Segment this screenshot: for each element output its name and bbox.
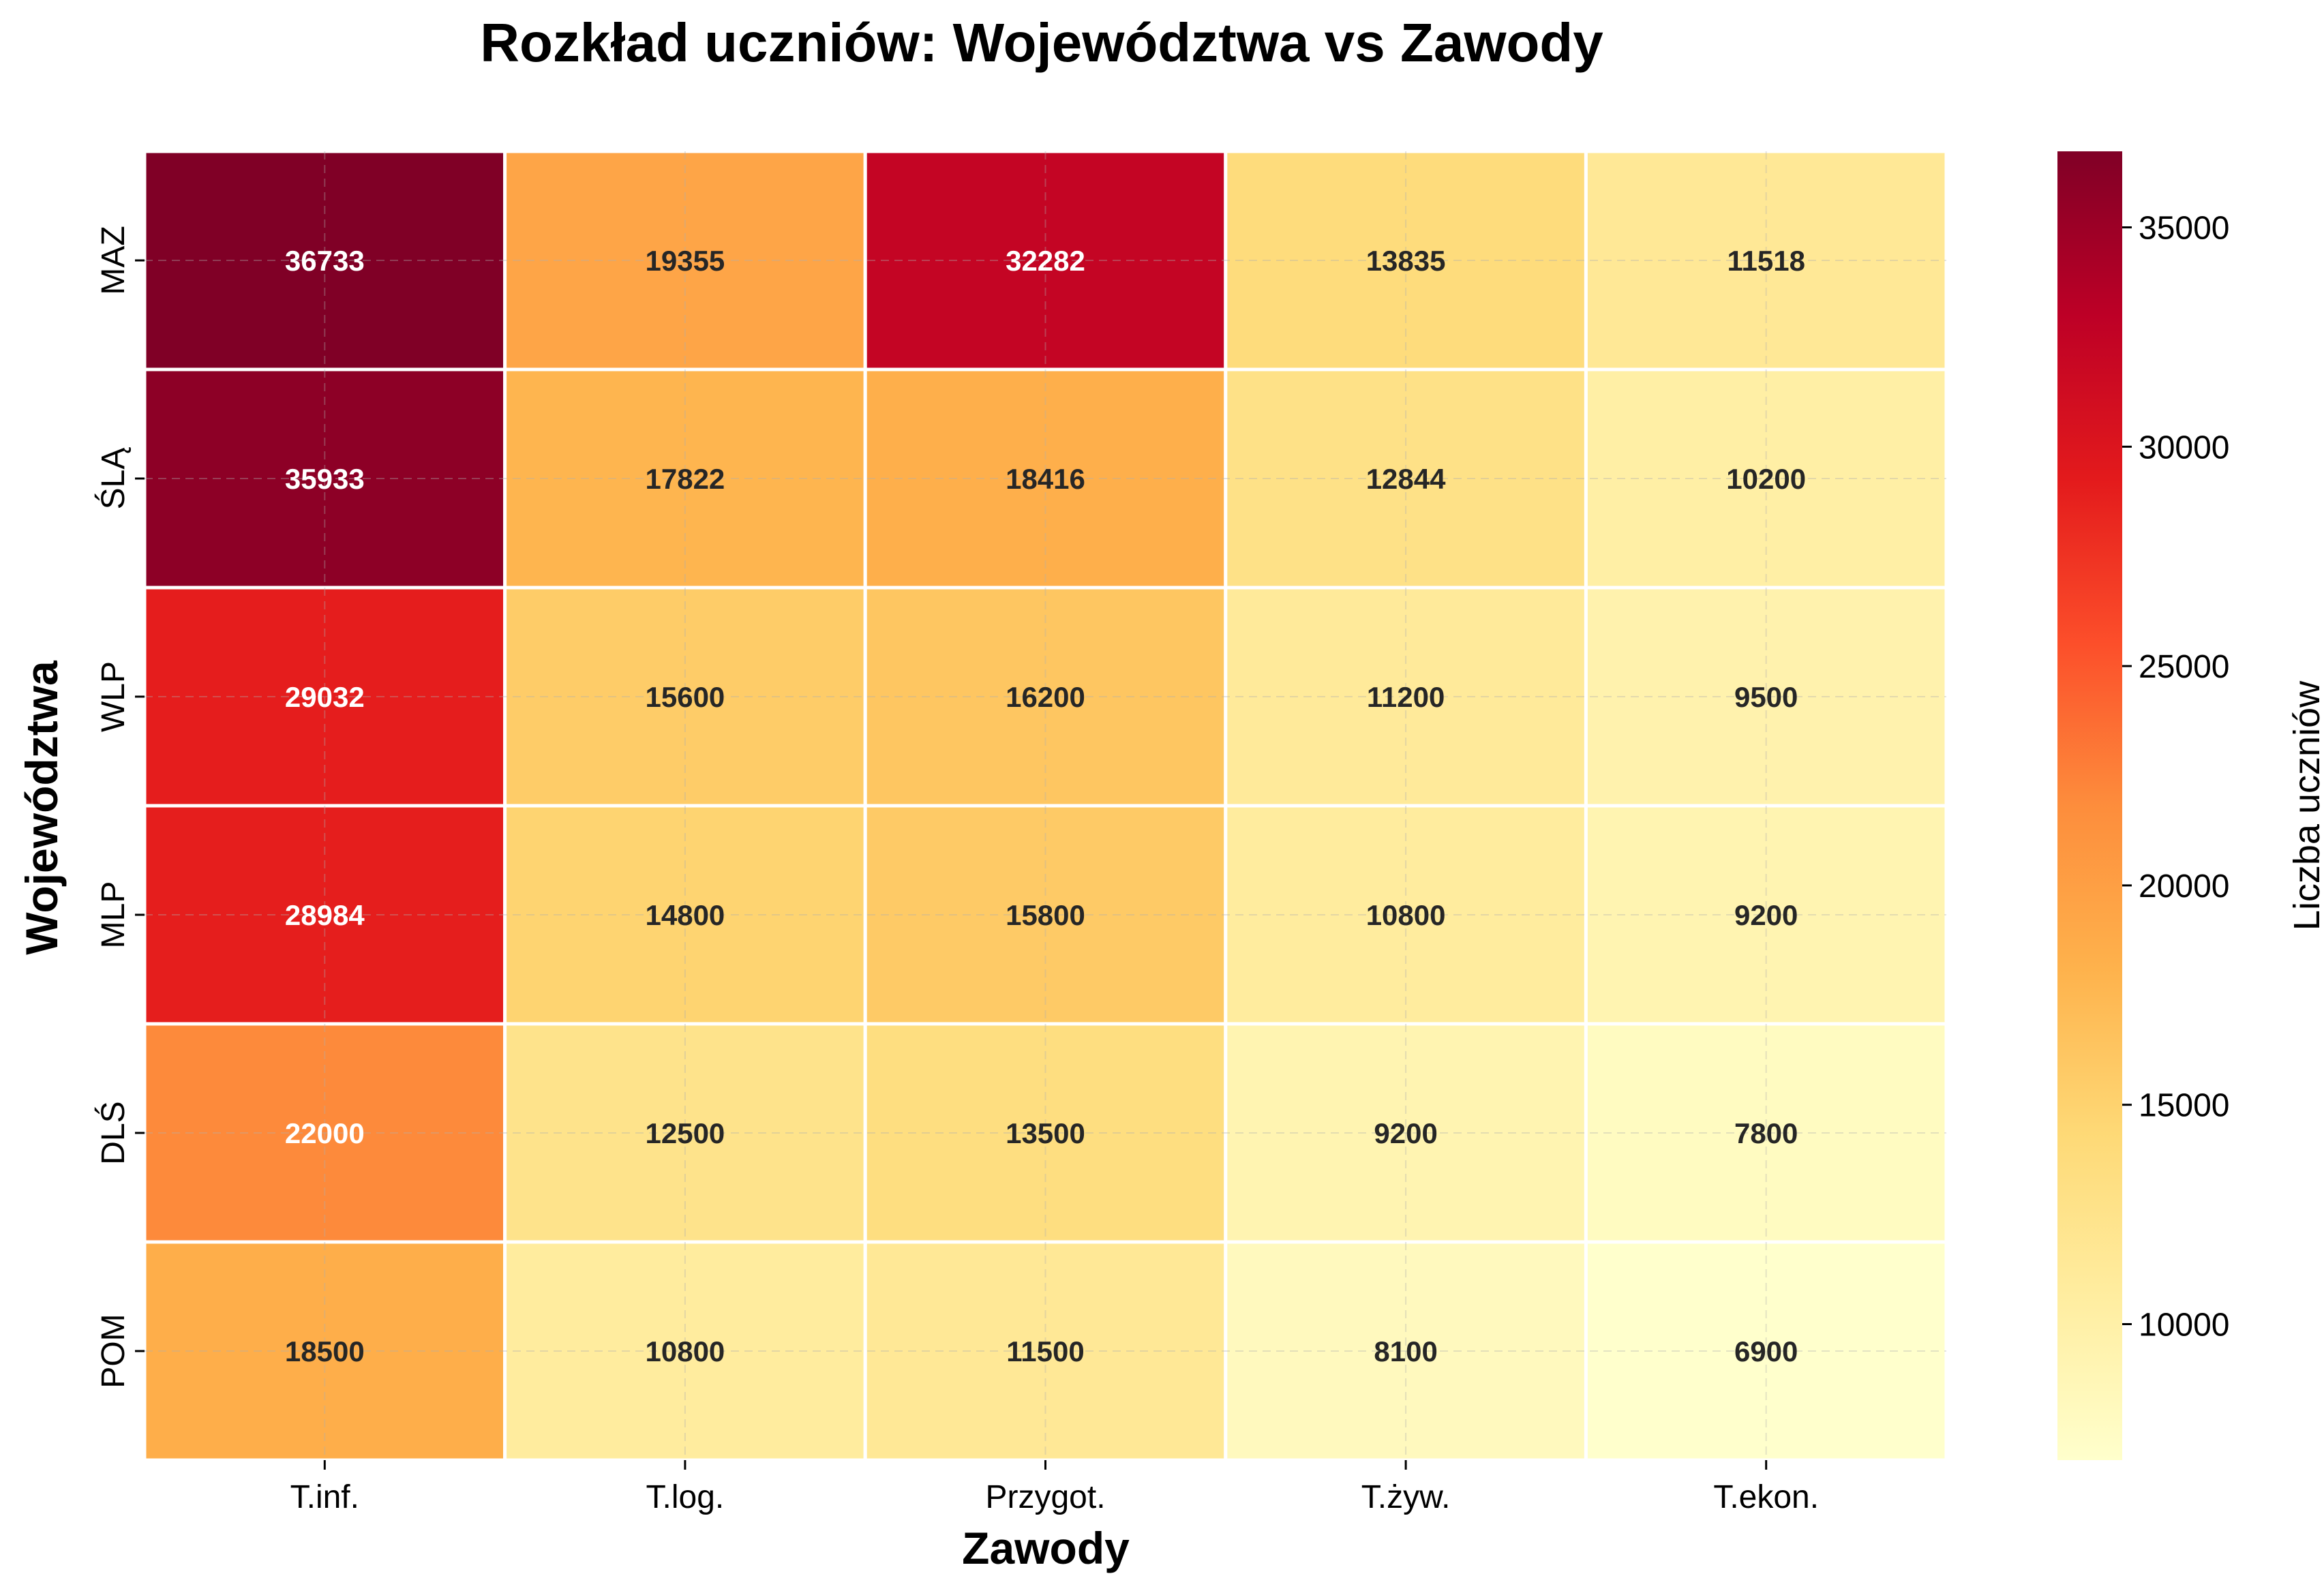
chart-title: Rozkład uczniów: Województwa vs Zawody — [480, 12, 1603, 73]
cell-value-label: 32282 — [1006, 245, 1085, 277]
colorbar-ticks: 10000 15000 20000 25000 30000 35000 — [2122, 211, 2229, 1343]
heatmap-cell — [142, 367, 507, 590]
y-tick-label: MAZ — [95, 226, 132, 294]
colorbar-tick-label: 30000 — [2139, 429, 2229, 466]
cell-value-label: 11518 — [1727, 245, 1805, 277]
cell-value-label: 19355 — [646, 245, 725, 277]
cell-value-label: 28984 — [285, 899, 365, 931]
heatmap-cell — [142, 149, 507, 372]
y-axis-label: Województwa — [16, 660, 67, 955]
cell-value-label: 8100 — [1374, 1335, 1437, 1367]
heatmap-cell — [503, 586, 867, 808]
heatmap-cell — [863, 149, 1228, 372]
colorbar-gradient — [2057, 151, 2122, 1460]
cell-value-label: 9200 — [1374, 1117, 1437, 1149]
colorbar: 10000 15000 20000 25000 30000 35000 Liczba uc… — [2057, 151, 2324, 1460]
cell-value-label: 18500 — [285, 1335, 365, 1367]
cell-value-label: 9200 — [1734, 899, 1798, 931]
cell-value-label: 15800 — [1006, 899, 1085, 931]
cell-value-label: 22000 — [285, 1117, 365, 1149]
x-tick-label: T.ekon. — [1713, 1479, 1819, 1515]
cell-value-label: 18416 — [1006, 463, 1085, 495]
heatmap-cell — [1584, 367, 1948, 590]
cell-value-label: 29032 — [285, 681, 365, 713]
x-axis: T.inf. T.log. Przygot. T.żyw. T.ekon. — [290, 1460, 1819, 1515]
cell-annotations: 36733 19355 32282 13835 11518 35933 17822 18416… — [285, 245, 1806, 1367]
x-tick-label: T.inf. — [290, 1479, 359, 1515]
heatmap-cell — [863, 804, 1228, 1026]
cell-value-label: 7800 — [1734, 1117, 1798, 1149]
cell-value-label: 11200 — [1367, 681, 1445, 713]
x-tick-label: T.log. — [646, 1479, 725, 1515]
cell-value-label: 10800 — [646, 1335, 725, 1367]
cell-value-label: 9500 — [1734, 681, 1798, 713]
heatmap-cell — [863, 1022, 1228, 1244]
cell-value-label: 36733 — [285, 245, 365, 277]
heatmap-cell — [1584, 804, 1948, 1026]
x-tick-label: Przygot. — [985, 1479, 1105, 1515]
gridlines — [145, 151, 1946, 1460]
heatmap-cell — [1224, 1240, 1588, 1462]
cell-value-label: 13835 — [1366, 245, 1446, 277]
cell-value-label: 10800 — [1366, 899, 1446, 931]
colorbar-tick-label: 10000 — [2139, 1307, 2229, 1343]
heatmap-cell — [503, 149, 867, 372]
heatmap-cell — [1584, 1240, 1948, 1462]
colorbar-label: Liczba uczniów — [2287, 680, 2324, 930]
cell-value-label: 12844 — [1366, 463, 1446, 495]
heatmap-cell — [863, 1240, 1228, 1462]
heatmap-cell — [503, 1022, 867, 1244]
heatmap-cells — [142, 149, 1948, 1462]
heatmap-cell — [503, 1240, 867, 1462]
cell-value-label: 35933 — [285, 463, 365, 495]
heatmap-cell — [142, 1022, 507, 1244]
heatmap-cell — [503, 804, 867, 1026]
cell-value-label: 15600 — [646, 681, 725, 713]
y-tick-label: MLP — [95, 881, 132, 949]
heatmap-cell — [863, 367, 1228, 590]
heatmap-cell — [1224, 149, 1588, 372]
heatmap-cell — [1584, 586, 1948, 808]
cell-value-label: 17822 — [646, 463, 725, 495]
x-axis-label: Zawody — [962, 1523, 1130, 1573]
heatmap-cell — [863, 586, 1228, 808]
y-tick-label: ŚLĄ — [94, 447, 132, 510]
cell-value-label: 6900 — [1734, 1335, 1798, 1367]
colorbar-tick-label: 15000 — [2139, 1088, 2229, 1124]
cell-value-label: 12500 — [646, 1117, 725, 1149]
heatmap-cell — [1584, 149, 1948, 372]
y-tick-label: DLŚ — [94, 1101, 132, 1164]
colorbar-tick-label: 35000 — [2139, 211, 2229, 247]
heatmap-cell — [1224, 586, 1588, 808]
cell-value-label: 11500 — [1006, 1335, 1084, 1367]
colorbar-tick-label: 25000 — [2139, 649, 2229, 685]
cell-value-label: 13500 — [1006, 1117, 1085, 1149]
heatmap-cell — [1584, 1022, 1948, 1244]
heatmap-cell — [1224, 804, 1588, 1026]
cell-value-label: 16200 — [1006, 681, 1085, 713]
y-tick-label: WLP — [95, 661, 132, 732]
colorbar-tick-label: 20000 — [2139, 868, 2229, 905]
cell-value-label: 14800 — [646, 899, 725, 931]
cell-value-label: 10200 — [1726, 463, 1806, 495]
x-tick-label: T.żyw. — [1361, 1479, 1451, 1515]
y-axis: MAZ ŚLĄ WLP MLP DLŚ POM — [94, 226, 145, 1389]
y-tick-label: POM — [95, 1314, 132, 1388]
